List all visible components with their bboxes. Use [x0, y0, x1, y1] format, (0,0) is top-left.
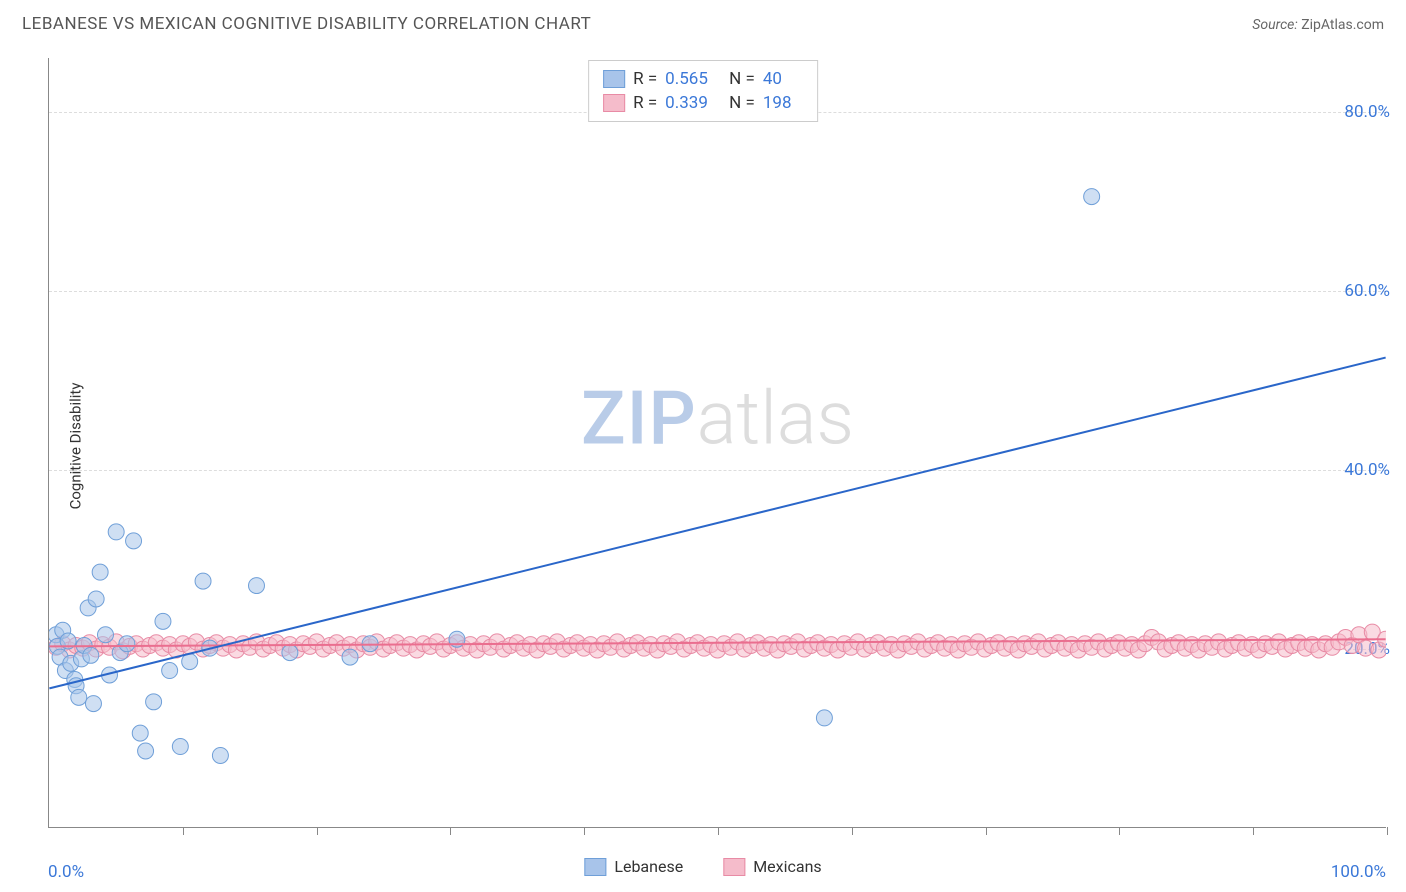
scatter-point: [1084, 189, 1100, 205]
scatter-point: [83, 647, 99, 663]
scatter-point: [816, 710, 832, 726]
scatter-point: [146, 694, 162, 710]
series-legend: Lebanese Mexicans: [584, 857, 821, 876]
x-tick: [852, 827, 853, 835]
scatter-point: [132, 725, 148, 741]
stat-n-value: 40: [763, 69, 803, 89]
chart-plot-area: ZIPatlas: [48, 58, 1386, 828]
x-tick: [317, 827, 318, 835]
scatter-point: [155, 613, 171, 629]
legend-swatch: [584, 858, 606, 876]
stats-legend-box: R = 0.565 N = 40 R = 0.339 N = 198: [588, 60, 818, 122]
stats-row: R = 0.339 N = 198: [603, 91, 803, 115]
scatter-point: [282, 645, 298, 661]
scatter-point: [342, 649, 358, 665]
chart-title: LEBANESE VS MEXICAN COGNITIVE DISABILITY…: [22, 14, 591, 34]
scatter-point: [162, 663, 178, 679]
x-tick: [718, 827, 719, 835]
stat-n-label: N =: [729, 69, 755, 89]
x-axis-max-label: 100.0%: [1331, 862, 1386, 882]
stat-r-label: R =: [633, 93, 657, 113]
legend-swatch: [603, 94, 625, 112]
scatter-point: [92, 564, 108, 580]
legend-swatch: [723, 858, 745, 876]
series-legend-item: Mexicans: [723, 857, 821, 876]
scatter-point: [119, 636, 135, 652]
series-legend-label: Mexicans: [753, 857, 821, 876]
legend-swatch: [603, 70, 625, 88]
scatter-point: [172, 739, 188, 755]
stat-n-value: 198: [763, 93, 803, 113]
x-axis-min-label: 0.0%: [48, 862, 84, 882]
x-tick: [1387, 827, 1388, 835]
x-tick: [1119, 827, 1120, 835]
scatter-point: [98, 627, 114, 643]
scatter-point: [212, 747, 228, 763]
scatter-point: [248, 578, 264, 594]
series-legend-item: Lebanese: [584, 857, 683, 876]
stat-r-label: R =: [633, 69, 657, 89]
stat-r-value: 0.339: [665, 93, 721, 113]
scatter-point: [108, 524, 124, 540]
scatter-svg: [49, 58, 1386, 827]
stat-n-label: N =: [729, 93, 755, 113]
stat-r-value: 0.565: [665, 69, 721, 89]
x-tick: [584, 827, 585, 835]
scatter-point: [126, 533, 142, 549]
x-tick: [450, 827, 451, 835]
scatter-point: [88, 591, 104, 607]
x-tick: [986, 827, 987, 835]
x-tick: [183, 827, 184, 835]
scatter-point: [71, 689, 87, 705]
chart-source: Source: ZipAtlas.com: [1252, 17, 1384, 33]
source-value: ZipAtlas.com: [1301, 17, 1384, 33]
series-legend-label: Lebanese: [614, 857, 683, 876]
chart-header: LEBANESE VS MEXICAN COGNITIVE DISABILITY…: [0, 0, 1406, 42]
scatter-point: [85, 696, 101, 712]
x-tick: [1253, 827, 1254, 835]
source-label: Source:: [1252, 17, 1297, 33]
scatter-point: [195, 573, 211, 589]
stats-row: R = 0.565 N = 40: [603, 67, 803, 91]
scatter-point: [138, 743, 154, 759]
